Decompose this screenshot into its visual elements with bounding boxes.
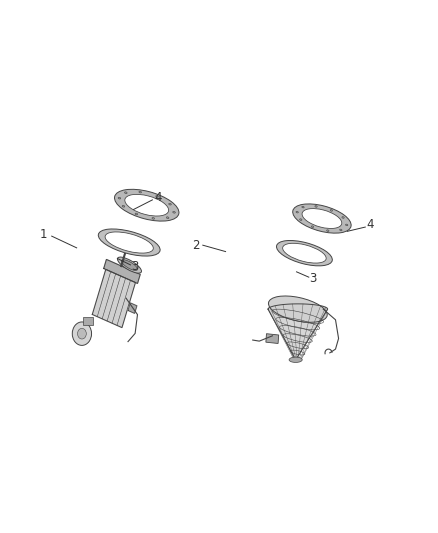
Ellipse shape: [122, 205, 125, 207]
Ellipse shape: [296, 211, 298, 213]
Ellipse shape: [340, 229, 342, 231]
Polygon shape: [92, 269, 135, 328]
Ellipse shape: [300, 219, 302, 221]
Ellipse shape: [315, 206, 317, 207]
Bar: [266, 334, 279, 343]
Ellipse shape: [289, 357, 302, 362]
Polygon shape: [104, 260, 140, 284]
Ellipse shape: [327, 230, 329, 231]
Ellipse shape: [293, 204, 351, 233]
Ellipse shape: [125, 195, 169, 216]
Ellipse shape: [330, 209, 332, 211]
Text: 4: 4: [154, 191, 162, 204]
Ellipse shape: [156, 196, 159, 197]
Ellipse shape: [173, 212, 175, 213]
Text: 4: 4: [366, 219, 374, 231]
Ellipse shape: [268, 296, 327, 322]
Ellipse shape: [346, 224, 348, 226]
Polygon shape: [128, 303, 137, 313]
Ellipse shape: [117, 257, 141, 273]
Ellipse shape: [114, 189, 179, 221]
Polygon shape: [268, 304, 328, 360]
Ellipse shape: [139, 191, 141, 193]
Ellipse shape: [135, 213, 138, 215]
Ellipse shape: [121, 260, 138, 270]
Circle shape: [78, 328, 86, 339]
Ellipse shape: [283, 243, 326, 263]
Ellipse shape: [118, 197, 121, 199]
Ellipse shape: [98, 229, 160, 256]
Bar: [83, 317, 93, 325]
Ellipse shape: [302, 208, 342, 229]
Ellipse shape: [152, 217, 155, 219]
Text: 3: 3: [310, 272, 317, 285]
Text: 1: 1: [40, 228, 48, 241]
Ellipse shape: [276, 240, 332, 266]
Ellipse shape: [124, 192, 127, 193]
Ellipse shape: [342, 216, 344, 219]
Ellipse shape: [302, 206, 304, 208]
Circle shape: [72, 322, 92, 345]
Text: 3: 3: [131, 260, 138, 273]
Ellipse shape: [311, 226, 314, 228]
Text: 2: 2: [192, 239, 200, 252]
Ellipse shape: [169, 203, 171, 205]
Ellipse shape: [166, 217, 169, 219]
Ellipse shape: [105, 232, 153, 253]
